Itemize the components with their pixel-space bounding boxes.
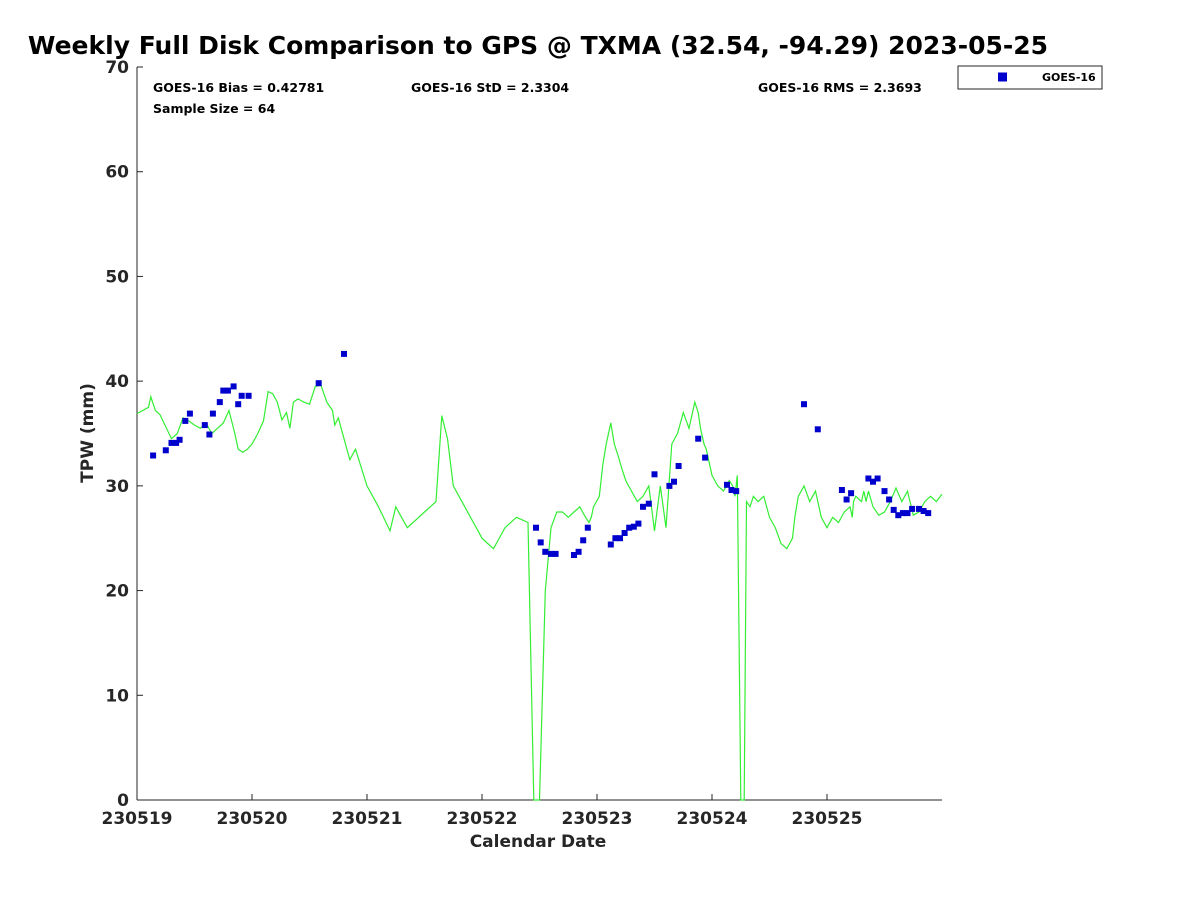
goes-point	[173, 439, 180, 446]
goes-point	[580, 537, 587, 544]
goes-point	[671, 478, 677, 485]
std-stat: GOES-16 StD = 2.3304	[411, 80, 569, 95]
goes-point	[176, 436, 183, 443]
goes-point	[881, 488, 888, 495]
gps-line-path	[136, 384, 943, 801]
goes-point	[235, 401, 242, 408]
goes-point	[575, 548, 582, 555]
goes-point	[341, 350, 347, 357]
goes-point	[925, 510, 932, 517]
goes-point	[814, 426, 821, 433]
goes-point	[895, 512, 902, 519]
y-tick-label: 50	[105, 267, 129, 287]
legend-label-goes-16: GOES-16	[1042, 71, 1096, 84]
goes-point	[584, 524, 591, 531]
goes-point	[315, 380, 322, 387]
goes-point	[640, 503, 646, 510]
x-tick-label: 230520	[217, 809, 288, 829]
goes-point	[702, 454, 709, 461]
goes-point	[886, 496, 893, 503]
x-tick-label: 230519	[102, 809, 173, 829]
goes-point	[630, 523, 637, 530]
y-tick-label: 70	[105, 58, 129, 78]
goes-point	[801, 401, 807, 408]
y-axis-label: TPW (mm)	[78, 383, 98, 483]
goes-point	[635, 520, 642, 527]
y-tick-label: 30	[105, 477, 129, 497]
bias-stat: GOES-16 Bias = 0.42781	[153, 80, 324, 95]
goes-point	[626, 524, 633, 531]
y-tick-label: 10	[105, 686, 129, 706]
goes-point	[238, 392, 245, 399]
goes-point	[230, 383, 237, 390]
goes-point	[607, 541, 614, 548]
goes-point	[245, 392, 252, 399]
goes-point	[909, 505, 916, 512]
goes-point	[724, 481, 730, 488]
y-tick-label: 60	[105, 163, 129, 183]
goes-point	[728, 487, 735, 493]
chart-title: Weekly Full Disk Comparison to GPS @ TXM…	[28, 31, 1048, 60]
goes-point	[548, 550, 554, 557]
goes-point	[206, 431, 213, 438]
goes-point	[904, 510, 911, 517]
goes-point	[617, 535, 623, 542]
goes-point	[168, 439, 175, 446]
goes-point	[838, 487, 845, 493]
y-tick-label: 20	[105, 582, 129, 602]
goes-point	[224, 387, 231, 394]
goes-point	[675, 463, 682, 469]
goes-point	[666, 482, 673, 489]
goes-point	[645, 500, 652, 507]
x-tick-label: 230521	[332, 809, 403, 829]
goes-point	[890, 506, 897, 513]
goes-point	[542, 548, 549, 555]
sample-size-stat: Sample Size = 64	[153, 101, 275, 116]
goes-point	[612, 535, 619, 542]
x-ticks: 230519 230520 230521 230522 230523 230524 2305…	[102, 794, 863, 829]
x-axis-label: Calendar Date	[470, 832, 607, 852]
goes-point	[201, 422, 208, 429]
goes-point	[216, 399, 223, 406]
goes-point	[865, 475, 872, 482]
y-tick-label: 40	[105, 372, 129, 392]
goes-point	[651, 471, 658, 478]
goes-point	[848, 490, 855, 497]
legend-marker-goes-16	[998, 72, 1007, 82]
gps-series-line	[136, 384, 943, 801]
goes-point	[182, 417, 189, 424]
goes-point	[870, 478, 876, 485]
goes-point	[843, 496, 850, 503]
goes-point	[552, 550, 559, 557]
x-tick-label: 230522	[447, 809, 518, 829]
legend-box	[957, 65, 1103, 90]
goes-series-points	[150, 350, 932, 558]
x-tick-label: 230524	[677, 809, 748, 829]
goes-point	[162, 447, 169, 454]
goes-point	[733, 488, 740, 495]
goes-point	[899, 510, 906, 517]
goes-point	[874, 475, 881, 482]
goes-point	[571, 552, 577, 558]
x-tick-label: 230525	[792, 809, 863, 829]
y-tick-label: 0	[117, 791, 129, 811]
goes-point	[150, 452, 157, 459]
goes-point	[537, 539, 544, 546]
goes-point	[920, 508, 927, 514]
y-ticks: 0 10 20 30 40 50 60 70	[105, 58, 143, 811]
rms-stat: GOES-16 RMS = 2.3693	[758, 80, 922, 95]
goes-point	[186, 410, 193, 417]
goes-point	[695, 435, 702, 442]
legend: GOES-16	[957, 65, 1103, 90]
stats-annotations: GOES-16 Bias = 0.42781 GOES-16 StD = 2.3…	[153, 80, 922, 116]
goes-point	[220, 387, 227, 394]
goes-point	[209, 410, 216, 417]
goes-point	[916, 505, 922, 512]
goes-point	[533, 524, 539, 531]
goes-point	[621, 530, 628, 536]
x-tick-label: 230523	[562, 809, 633, 829]
